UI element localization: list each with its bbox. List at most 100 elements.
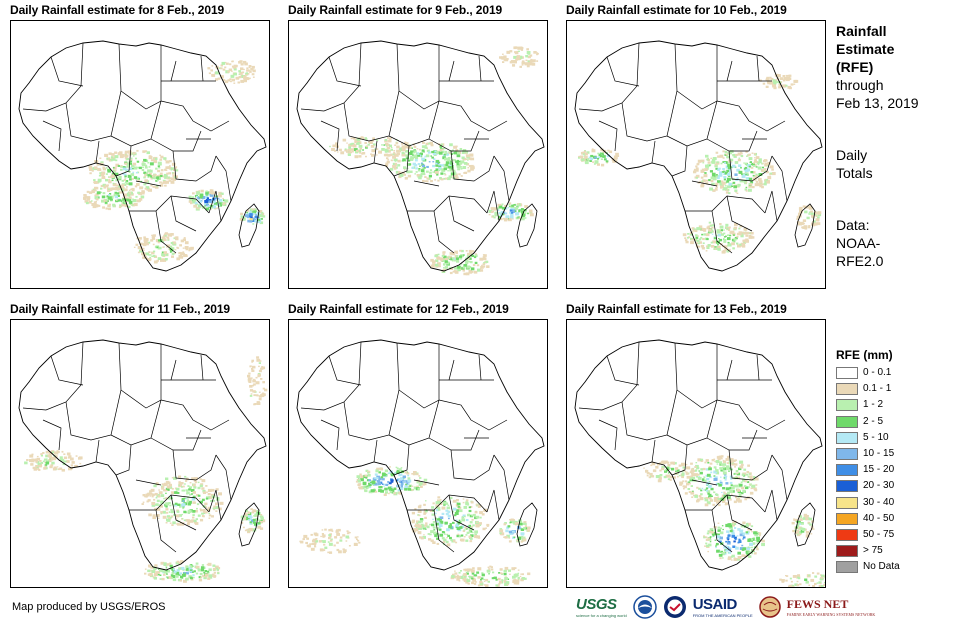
country-border	[433, 509, 455, 553]
country-border	[200, 354, 204, 381]
country-border	[691, 180, 718, 187]
country-border	[135, 479, 162, 486]
country-border	[170, 60, 177, 82]
country-border	[388, 399, 440, 446]
country-border	[764, 190, 778, 222]
data-source-line2: RFE2.0	[836, 253, 884, 269]
coastline	[18, 339, 267, 571]
country-border	[493, 454, 510, 501]
rainfall-map	[566, 319, 826, 588]
country-border	[42, 120, 62, 152]
africa-landmass	[19, 41, 266, 271]
rainfall-speckles	[578, 73, 822, 254]
legend-swatch	[836, 431, 858, 444]
legend-item: 40 - 50	[836, 512, 895, 528]
country-border	[671, 444, 688, 476]
madagascar-outline	[794, 502, 816, 547]
country-border	[115, 145, 132, 177]
country-border	[716, 100, 786, 132]
country-border	[450, 150, 495, 182]
country-border	[172, 150, 217, 182]
country-border	[135, 180, 162, 187]
legend-swatch	[836, 399, 858, 412]
legend-label: No Data	[863, 561, 900, 573]
legend-label: 0.1 - 1	[863, 383, 892, 395]
legend-swatch	[836, 545, 858, 558]
legend-item: 15 - 20	[836, 463, 894, 479]
country-border	[343, 389, 400, 441]
country-border	[493, 155, 510, 202]
country-border	[343, 90, 400, 142]
country-border	[170, 195, 197, 232]
country-border	[771, 155, 788, 202]
country-border	[172, 449, 217, 481]
panel-title: Daily Rainfall estimate for 11 Feb., 201…	[10, 302, 230, 316]
coastline	[296, 40, 545, 272]
country-border	[65, 389, 122, 441]
map-credit: Map produced by USGS/EROS	[12, 601, 166, 613]
usaid-logo-text: USAID	[692, 596, 738, 613]
country-border	[438, 399, 508, 431]
country-border	[706, 429, 758, 451]
africa-map	[18, 40, 267, 272]
madagascar-outline	[516, 203, 538, 248]
noaa-logo-icon	[632, 595, 657, 619]
country-border	[478, 354, 482, 381]
country-border	[150, 429, 202, 451]
legend-swatch	[836, 447, 858, 460]
panel-title: Daily Rainfall estimate for 10 Feb., 201…	[566, 3, 787, 17]
country-border	[208, 190, 222, 222]
legend-item: 0 - 0.1	[836, 366, 893, 382]
rainfall-map	[288, 20, 548, 289]
panel-title: Daily Rainfall estimate for 12 Feb., 201…	[288, 302, 509, 316]
rfe-title-line3: (RFE)	[836, 59, 874, 75]
rainfall-speckles	[329, 46, 539, 276]
fewsnet-logo: FEWS NET FAMINE EARLY WARNING SYSTEMS NE…	[787, 597, 876, 617]
country-border	[726, 494, 753, 531]
country-border	[328, 56, 362, 87]
rainfall-speckles	[643, 455, 825, 587]
africa-map	[296, 339, 545, 587]
country-border	[674, 43, 718, 110]
rainfall-map	[10, 20, 270, 289]
country-border	[160, 100, 230, 132]
country-border	[666, 100, 718, 147]
country-border	[674, 342, 718, 409]
legend-items: 0 - 0.1 0.1 - 1 1 - 2 2 - 5 5 - 10 10 - 15 15 …	[836, 366, 900, 576]
legend-item: 30 - 40	[836, 496, 895, 512]
legend-swatch	[836, 512, 858, 525]
country-border	[413, 479, 440, 486]
country-border	[200, 55, 204, 82]
legend-label: 40 - 50	[863, 512, 895, 524]
legend-label: > 75	[863, 545, 883, 557]
usaid-logo: USAID FROM THE AMERICAN PEOPLE	[693, 596, 753, 618]
country-border	[215, 155, 232, 202]
country-border	[396, 342, 440, 409]
usaid-seal-icon	[663, 596, 686, 618]
legend-label: 30 - 40	[863, 496, 895, 508]
country-border	[448, 195, 475, 232]
map-panel-12feb: Daily Rainfall estimate for 12 Feb., 201…	[288, 302, 550, 592]
coastline	[574, 339, 823, 571]
country-border	[50, 355, 84, 386]
country-border	[450, 449, 495, 481]
country-border	[413, 180, 440, 187]
country-border	[764, 489, 778, 521]
legend-title: RFE (mm)	[836, 348, 893, 362]
country-border	[716, 399, 786, 431]
country-border	[651, 439, 656, 463]
map-panel-13feb: Daily Rainfall estimate for 13 Feb., 201…	[566, 302, 828, 592]
legend-label: 0 - 0.1	[863, 367, 892, 378]
africa-landmass	[575, 340, 822, 570]
fewsnet-logo-text: FEWS NET	[786, 597, 849, 611]
country-border	[393, 145, 410, 177]
country-border	[728, 449, 773, 481]
country-border	[118, 43, 162, 110]
country-border	[328, 355, 362, 386]
map-panel-11feb: Daily Rainfall estimate for 11 Feb., 201…	[10, 302, 272, 592]
usgs-logo-text: USGS	[576, 596, 617, 613]
legend-swatch	[836, 480, 858, 493]
country-border	[448, 359, 455, 381]
country-border	[706, 130, 758, 152]
coastline	[574, 40, 823, 272]
